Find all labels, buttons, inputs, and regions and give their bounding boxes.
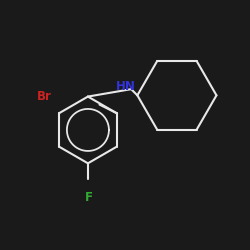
Text: Br: Br xyxy=(37,90,52,103)
Text: HN: HN xyxy=(116,80,136,93)
Text: F: F xyxy=(85,192,93,204)
